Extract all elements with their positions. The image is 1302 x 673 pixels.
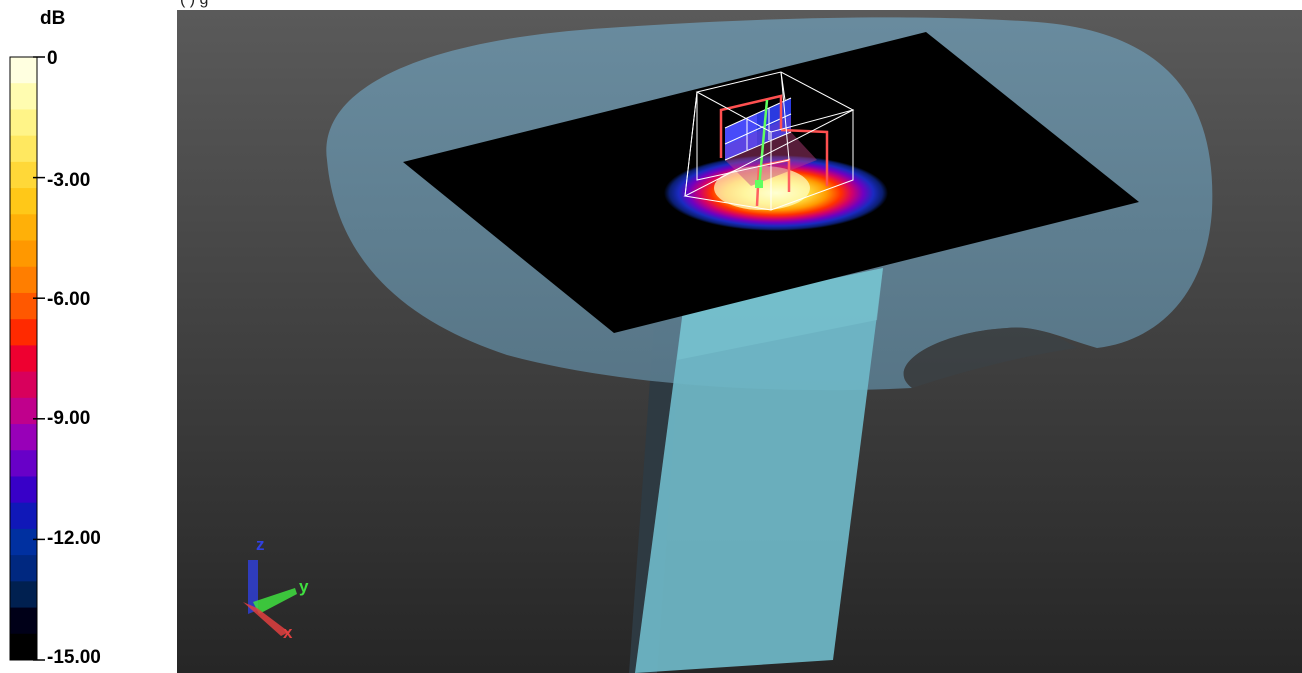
phantom-notch	[903, 327, 1077, 388]
legend-color-band	[10, 450, 37, 477]
z-axis-label: z	[256, 535, 265, 554]
legend-color-band	[10, 83, 37, 110]
legend-color-band	[10, 424, 37, 451]
legend-color-band	[10, 188, 37, 215]
legend-tick-label-2: -6.00	[47, 289, 91, 310]
legend-color-bar	[9, 56, 45, 661]
z-axis-arrow	[248, 560, 258, 614]
legend-unit-label: dB	[40, 8, 66, 29]
legend-color-band	[10, 633, 37, 661]
legend-color-band	[10, 502, 37, 530]
axis-triad[interactable]: z y x	[243, 535, 309, 642]
wireframe-box	[683, 71, 855, 211]
legend-color-band	[10, 319, 37, 346]
legend-tick-label-0: 0	[47, 48, 58, 69]
legend-color-band	[10, 240, 37, 268]
legend-frame	[9, 56, 38, 661]
legend-color-band	[10, 581, 37, 609]
x-axis-arrow	[243, 602, 289, 636]
legend-tick-label-3: -9.00	[47, 408, 91, 429]
window-caption-fragment: ( ) g	[180, 0, 680, 10]
legend-color-band	[10, 371, 37, 399]
legend-color-band	[10, 214, 37, 242]
legend-tick-label-4: -12.00	[47, 528, 101, 549]
legend-tick-label-1: -3.00	[47, 170, 91, 191]
column-upper-face	[677, 268, 883, 360]
y-axis-label: y	[299, 577, 309, 596]
legend-color-band	[10, 528, 37, 556]
legend-color-band	[10, 266, 37, 294]
legend-tick-label-5: -15.00	[47, 647, 101, 668]
antenna-elements	[719, 94, 829, 207]
3d-scene[interactable]: z y x	[177, 10, 1302, 673]
vertical-column	[635, 268, 883, 673]
legend-color-band	[10, 57, 37, 84]
legend-color-band	[10, 161, 37, 189]
legend-color-band	[10, 476, 37, 504]
legend-color-band	[10, 397, 37, 425]
legend-color-band	[10, 292, 37, 320]
legend-color-band	[10, 109, 37, 137]
3d-viewport[interactable]: z y x	[177, 10, 1302, 673]
y-axis-arrow	[253, 588, 297, 614]
color-scale-legend: dB 0 -3.00 -6.00 -9.00 -12.00 -15.00	[0, 0, 175, 673]
x-axis-label: x	[283, 623, 293, 642]
legend-color-band	[10, 555, 37, 582]
legend-color-band	[10, 345, 37, 373]
column-shadow	[629, 310, 683, 673]
legend-color-band	[10, 135, 37, 163]
legend-color-band	[10, 607, 37, 635]
